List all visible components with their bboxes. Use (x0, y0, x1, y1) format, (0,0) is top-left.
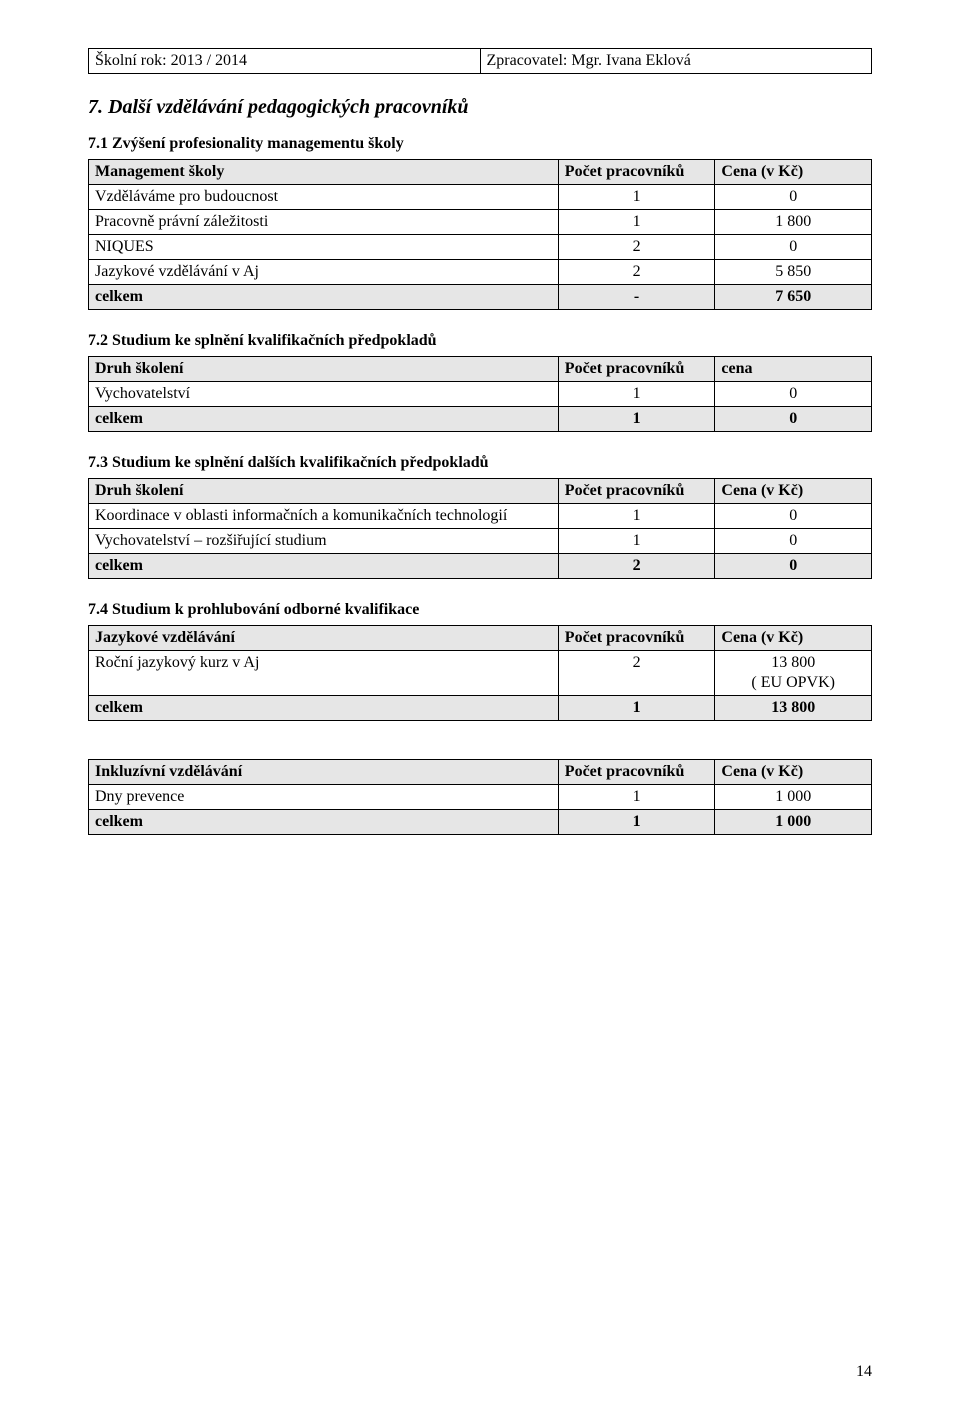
table-7-4b: Inkluzívní vzdělávání Počet pracovníků C… (88, 759, 872, 835)
col-header: Počet pracovníků (558, 760, 715, 785)
cell: 1 000 (715, 810, 872, 835)
cell: 13 800 ( EU OPVK) (715, 651, 872, 696)
page: Školní rok: 2013 / 2014 Zpracovatel: Mgr… (0, 0, 960, 1409)
cell: 0 (715, 529, 872, 554)
table-total-row: celkem 2 0 (89, 554, 872, 579)
cell: celkem (89, 810, 559, 835)
table-row: Dny prevence 1 1 000 (89, 785, 872, 810)
cell: 2 (558, 554, 715, 579)
cell: 1 (558, 504, 715, 529)
cell: celkem (89, 696, 559, 721)
table-row: Jazykové vzdělávání v Aj 2 5 850 (89, 260, 872, 285)
col-header: Druh školení (89, 479, 559, 504)
col-header: Cena (v Kč) (715, 160, 872, 185)
cell: celkem (89, 285, 559, 310)
heading-7-1: 7.1 Zvýšení profesionality managementu š… (88, 135, 872, 153)
heading-7-4: 7.4 Studium k prohlubování odborné kvali… (88, 601, 872, 619)
cell: 2 (558, 651, 715, 696)
table-row: Vychovatelství 1 0 (89, 382, 872, 407)
cell: Vzděláváme pro budoucnost (89, 185, 559, 210)
cell: 2 (558, 260, 715, 285)
table-row: Pracovně právní záležitosti 1 1 800 (89, 210, 872, 235)
table-header-row: Inkluzívní vzdělávání Počet pracovníků C… (89, 760, 872, 785)
table-header-row: Druh školení Počet pracovníků cena (89, 357, 872, 382)
cell: 1 800 (715, 210, 872, 235)
cell: Koordinace v oblasti informačních a komu… (89, 504, 559, 529)
cell: 1 (558, 529, 715, 554)
cell: Roční jazykový kurz v Aj (89, 651, 559, 696)
cell: celkem (89, 554, 559, 579)
table-7-1: Management školy Počet pracovníků Cena (… (88, 159, 872, 310)
page-number: 14 (856, 1363, 872, 1381)
cell: 13 800 (715, 696, 872, 721)
cell: 7 650 (715, 285, 872, 310)
header-left: Školní rok: 2013 / 2014 (89, 49, 481, 74)
heading-7-2: 7.2 Studium ke splnění kvalifikačních př… (88, 332, 872, 350)
col-header: Druh školení (89, 357, 559, 382)
col-header: Počet pracovníků (558, 626, 715, 651)
cell: 1 (558, 696, 715, 721)
cell: - (558, 285, 715, 310)
cell: 5 850 (715, 260, 872, 285)
cell: Jazykové vzdělávání v Aj (89, 260, 559, 285)
cell: 1 000 (715, 785, 872, 810)
table-total-row: celkem 1 0 (89, 407, 872, 432)
table-header-row: Management školy Počet pracovníků Cena (… (89, 160, 872, 185)
col-header: Management školy (89, 160, 559, 185)
table-row: Vychovatelství – rozšiřující studium 1 0 (89, 529, 872, 554)
cell: 1 (558, 407, 715, 432)
cell: Pracovně právní záležitosti (89, 210, 559, 235)
table-row: Roční jazykový kurz v Aj 2 13 800 ( EU O… (89, 651, 872, 696)
col-header: Jazykové vzdělávání (89, 626, 559, 651)
cell: 0 (715, 235, 872, 260)
col-header: Cena (v Kč) (715, 479, 872, 504)
col-header: Počet pracovníků (558, 357, 715, 382)
cell: 1 (558, 382, 715, 407)
cell: 1 (558, 185, 715, 210)
table-header-row: Jazykové vzdělávání Počet pracovníků Cen… (89, 626, 872, 651)
heading-7: 7. Další vzdělávání pedagogických pracov… (88, 96, 872, 119)
cell: NIQUES (89, 235, 559, 260)
cell: celkem (89, 407, 559, 432)
col-header: cena (715, 357, 872, 382)
cell: 0 (715, 407, 872, 432)
table-row: NIQUES 2 0 (89, 235, 872, 260)
table-total-row: celkem 1 1 000 (89, 810, 872, 835)
col-header: Inkluzívní vzdělávání (89, 760, 559, 785)
col-header: Cena (v Kč) (715, 626, 872, 651)
table-7-4a: Jazykové vzdělávání Počet pracovníků Cen… (88, 625, 872, 721)
col-header: Počet pracovníků (558, 479, 715, 504)
cell: 0 (715, 504, 872, 529)
cell: Vychovatelství (89, 382, 559, 407)
cell: 0 (715, 554, 872, 579)
cell: 0 (715, 185, 872, 210)
cell: Vychovatelství – rozšiřující studium (89, 529, 559, 554)
cell: 1 (558, 785, 715, 810)
col-header: Počet pracovníků (558, 160, 715, 185)
spacer (88, 721, 872, 757)
cell: Dny prevence (89, 785, 559, 810)
heading-7-3: 7.3 Studium ke splnění dalších kvalifika… (88, 454, 872, 472)
cell: 2 (558, 235, 715, 260)
table-7-2: Druh školení Počet pracovníků cena Vycho… (88, 356, 872, 432)
table-7-3: Druh školení Počet pracovníků Cena (v Kč… (88, 478, 872, 579)
table-row: Vzděláváme pro budoucnost 1 0 (89, 185, 872, 210)
table-row: Koordinace v oblasti informačních a komu… (89, 504, 872, 529)
table-total-row: celkem - 7 650 (89, 285, 872, 310)
cell: 0 (715, 382, 872, 407)
table-header-row: Druh školení Počet pracovníků Cena (v Kč… (89, 479, 872, 504)
table-total-row: celkem 1 13 800 (89, 696, 872, 721)
cell: 1 (558, 210, 715, 235)
col-header: Cena (v Kč) (715, 760, 872, 785)
cell: 1 (558, 810, 715, 835)
header-right: Zpracovatel: Mgr. Ivana Eklová (480, 49, 872, 74)
header-table: Školní rok: 2013 / 2014 Zpracovatel: Mgr… (88, 48, 872, 74)
